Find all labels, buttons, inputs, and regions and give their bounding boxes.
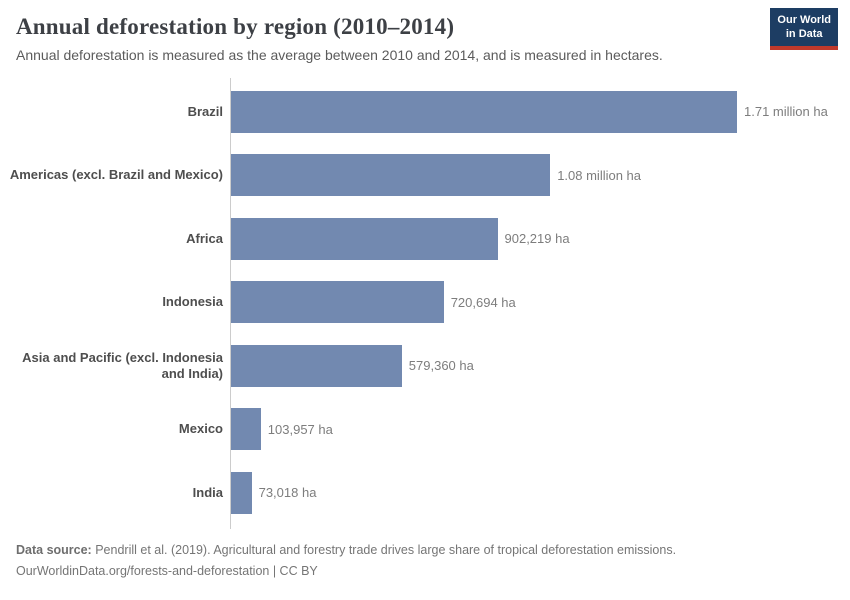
category-label: India [192, 484, 223, 500]
bar-row: Asia and Pacific (excl. Indonesia and In… [0, 334, 850, 398]
y-axis-line [230, 78, 231, 529]
data-source-line: Data source: Pendrill et al. (2019). Agr… [16, 540, 834, 562]
bar[interactable] [230, 217, 498, 260]
chart-title: Annual deforestation by region (2010–201… [16, 14, 455, 39]
bar-area: 902,219 ha [230, 217, 850, 260]
bar[interactable] [230, 344, 402, 387]
chart-subtitle: Annual deforestation is measured as the … [16, 47, 663, 63]
bar-area: 73,018 ha [230, 471, 850, 514]
bar[interactable] [230, 90, 737, 133]
footer-citation: OurWorldinData.org/forests-and-deforesta… [16, 564, 318, 579]
bar-area: 579,360 ha [230, 344, 850, 387]
bar-area: 720,694 ha [230, 281, 850, 324]
value-label: 103,957 ha [267, 421, 333, 437]
owid-logo-line2: in Data [785, 28, 823, 41]
bar-row: India 73,018 ha [0, 461, 850, 525]
bar[interactable] [230, 281, 444, 324]
data-source-text: Pendrill et al. (2019). Agricultural and… [95, 542, 677, 557]
bar-rows: Brazil 1.71 million ha Americas (excl. B… [0, 80, 850, 525]
bar-row: Mexico 103,957 ha [0, 398, 850, 462]
bar[interactable] [230, 154, 551, 197]
bar-area: 1.71 million ha [230, 90, 850, 133]
bar[interactable] [230, 471, 252, 514]
category-label: Africa [186, 230, 223, 246]
bar-row: Brazil 1.71 million ha [0, 80, 850, 144]
value-label: 579,360 ha [408, 358, 474, 374]
bar-chart: Brazil 1.71 million ha Americas (excl. B… [0, 78, 850, 529]
value-label: 1.08 million ha [557, 167, 642, 183]
bar-area: 1.08 million ha [230, 154, 850, 197]
category-label: Brazil [187, 103, 223, 119]
data-source-label: Data source: [16, 542, 92, 557]
category-label: Americas (excl. Brazil and Mexico) [9, 167, 223, 183]
category-label: Indonesia [162, 294, 223, 310]
value-label: 73,018 ha [258, 485, 317, 501]
bar-area: 103,957 ha [230, 408, 850, 451]
category-label: Mexico [178, 421, 223, 437]
bar-row: Indonesia 720,694 ha [0, 271, 850, 335]
bar[interactable] [230, 408, 261, 451]
owid-logo-line1: Our World [777, 14, 831, 26]
category-label: Asia and Pacific (excl. Indonesia and In… [22, 349, 223, 381]
value-label: 720,694 ha [450, 294, 516, 310]
value-label: 1.71 million ha [744, 104, 828, 120]
chart-header: Annual deforestation by region (2010–201… [0, 0, 850, 63]
bar-row: Africa 902,219 ha [0, 207, 850, 271]
chart-footer: Data source: Pendrill et al. (2019). Agr… [16, 540, 834, 584]
owid-logo: Our World in Data [770, 8, 838, 50]
bar-row: Americas (excl. Brazil and Mexico) 1.08 … [0, 144, 850, 208]
value-label: 902,219 ha [504, 231, 570, 247]
